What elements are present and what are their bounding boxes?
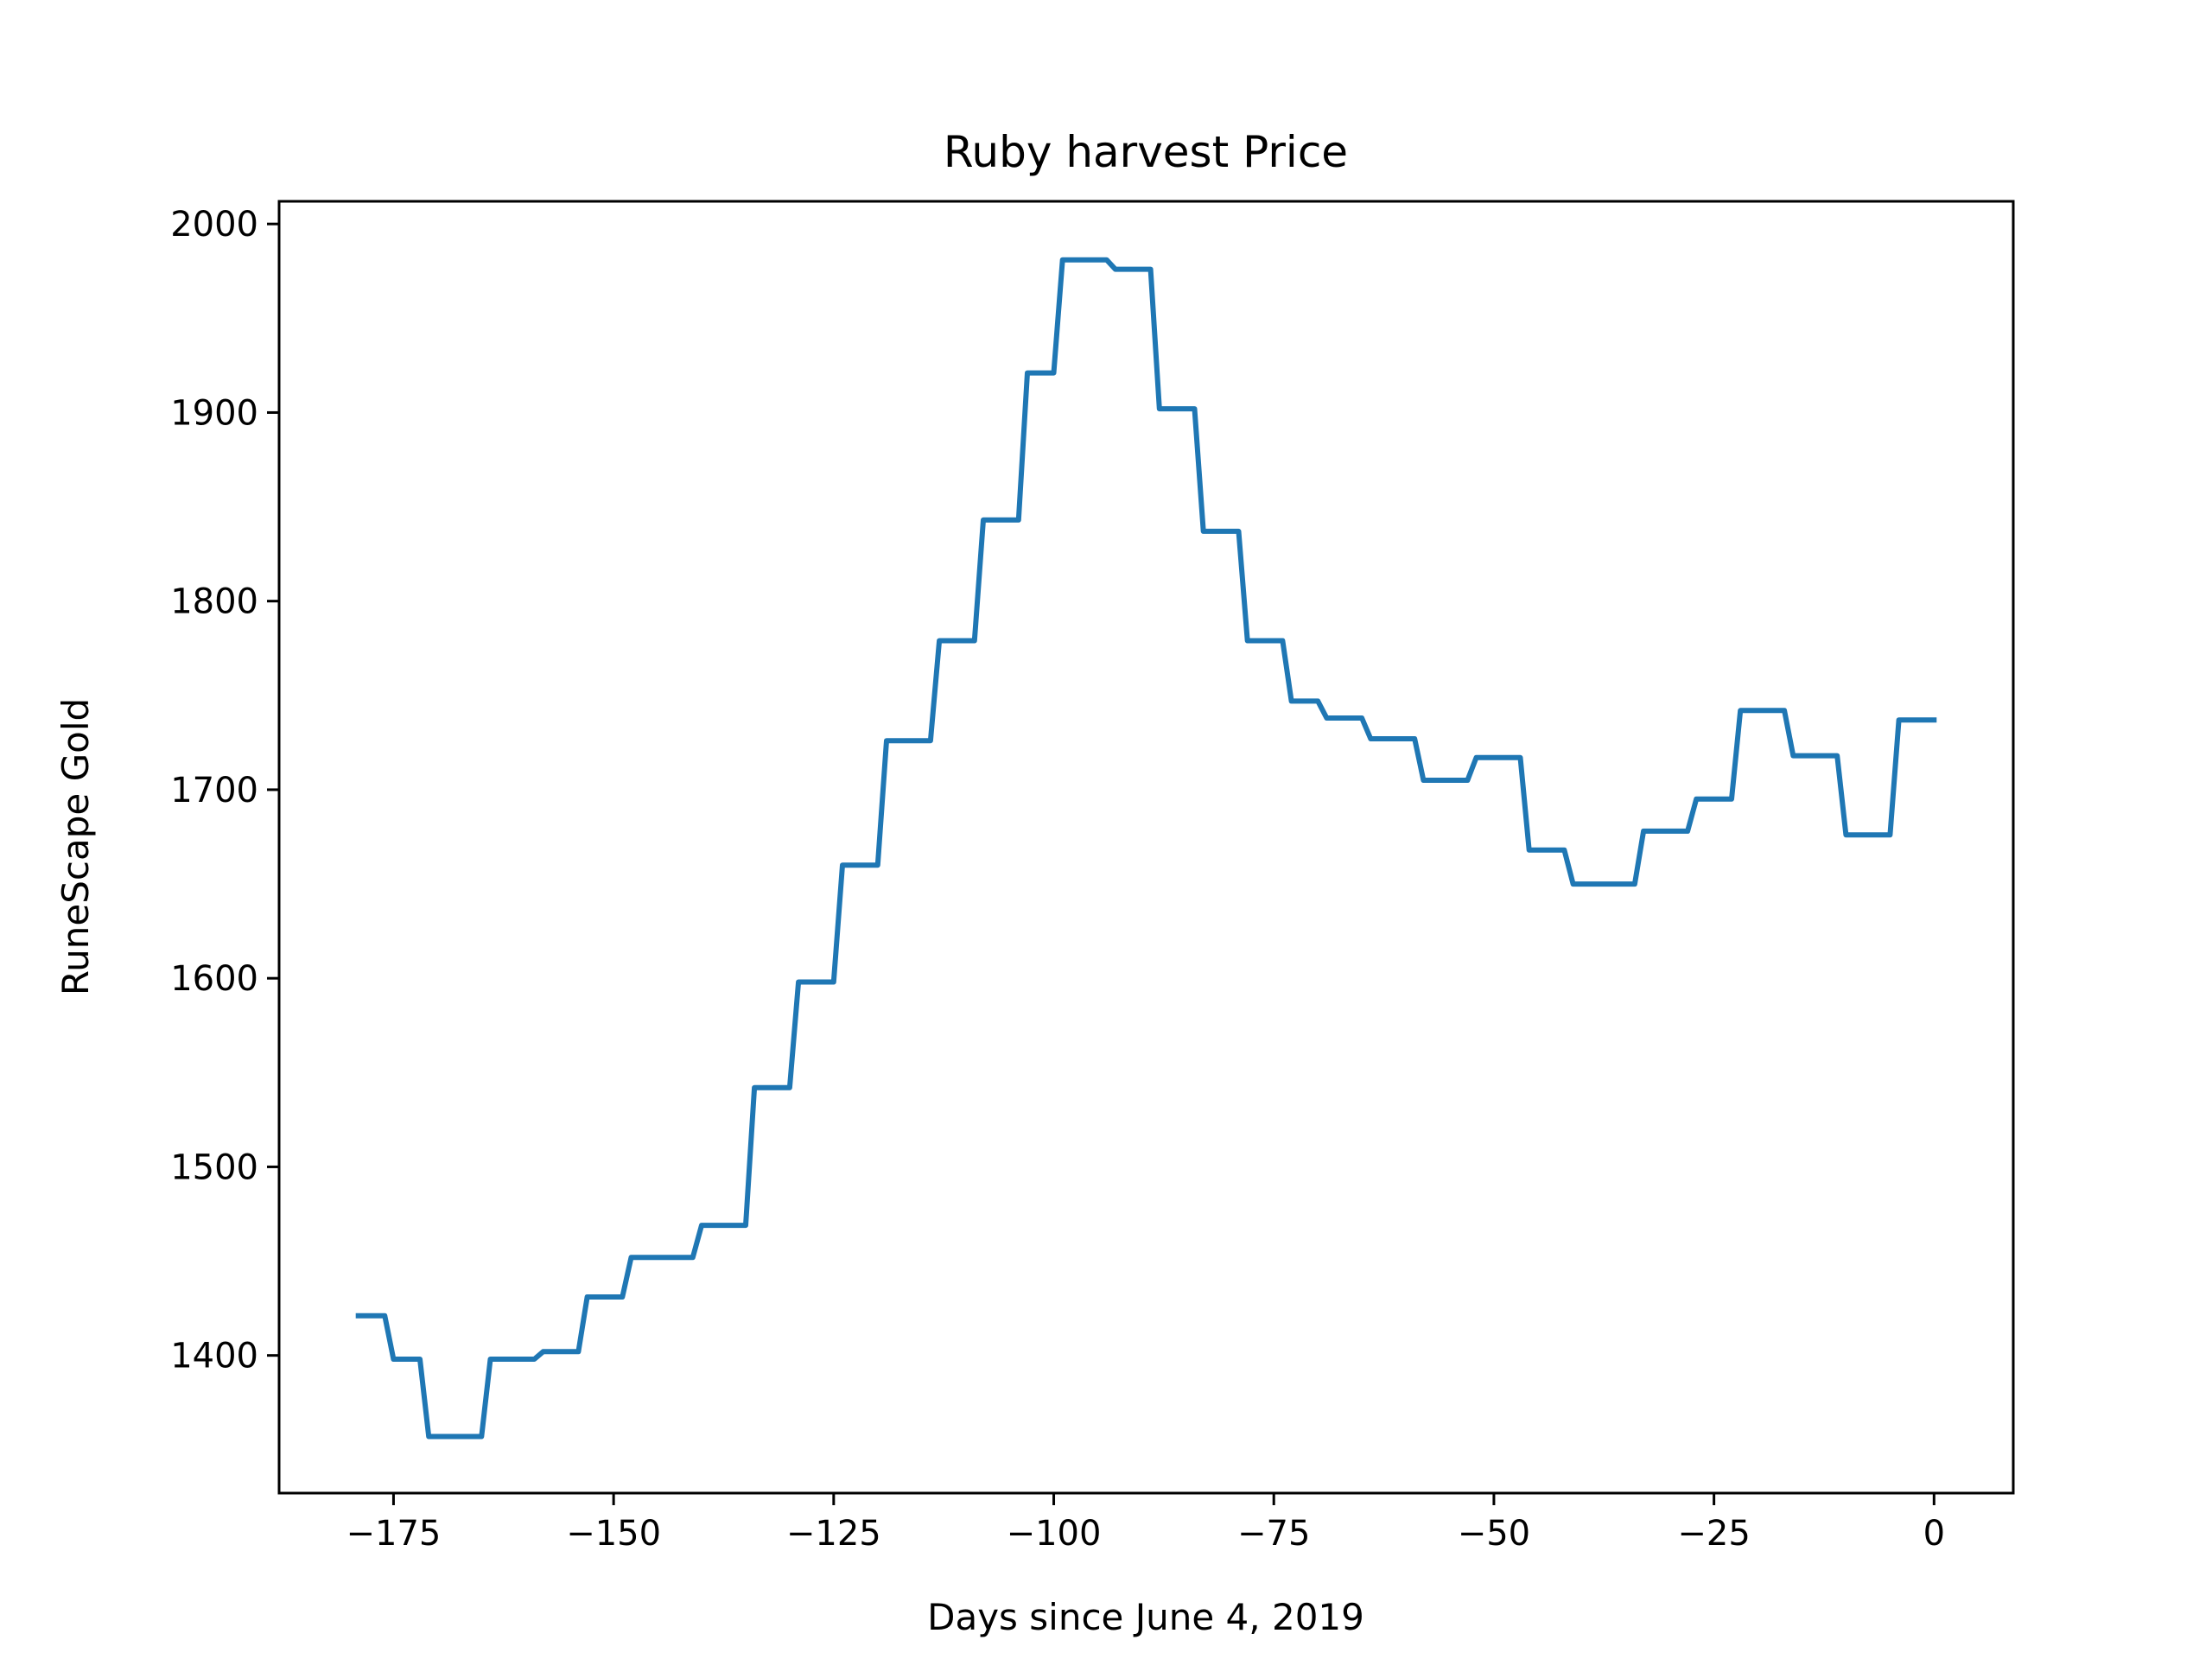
x-tick-label: −50 [1458,1514,1530,1554]
x-axis-label: Days since June 4, 2019 [927,1596,1364,1638]
x-tick-label: −25 [1677,1514,1750,1554]
y-tick-label: 1700 [170,771,258,810]
plot-frame [277,200,2015,1495]
y-tick-label: 1600 [170,959,258,999]
x-tick-label: −125 [786,1514,881,1554]
y-tick-label: 1500 [170,1147,258,1187]
x-axis: −175 −150 −125 −100 −75 −50 −25 0 [346,1493,1945,1554]
x-tick-label: −75 [1237,1514,1310,1554]
chart-title: Ruby harvest Price [944,127,1348,177]
x-tick-label: −175 [346,1514,442,1554]
x-tick-label: −100 [1007,1514,1102,1554]
y-axis-label: RuneScape Gold [54,698,97,995]
x-tick-label: 0 [1923,1514,1945,1554]
y-tick-label: 1900 [170,393,258,433]
price-series-line [355,257,1937,1440]
y-tick-label: 2000 [170,205,258,245]
y-tick-label: 1800 [170,582,258,622]
x-tick-label: −150 [566,1514,661,1554]
y-axis: 1400 1500 1600 1700 1800 1900 2000 [170,205,279,1376]
y-tick-label: 1400 [170,1337,258,1376]
